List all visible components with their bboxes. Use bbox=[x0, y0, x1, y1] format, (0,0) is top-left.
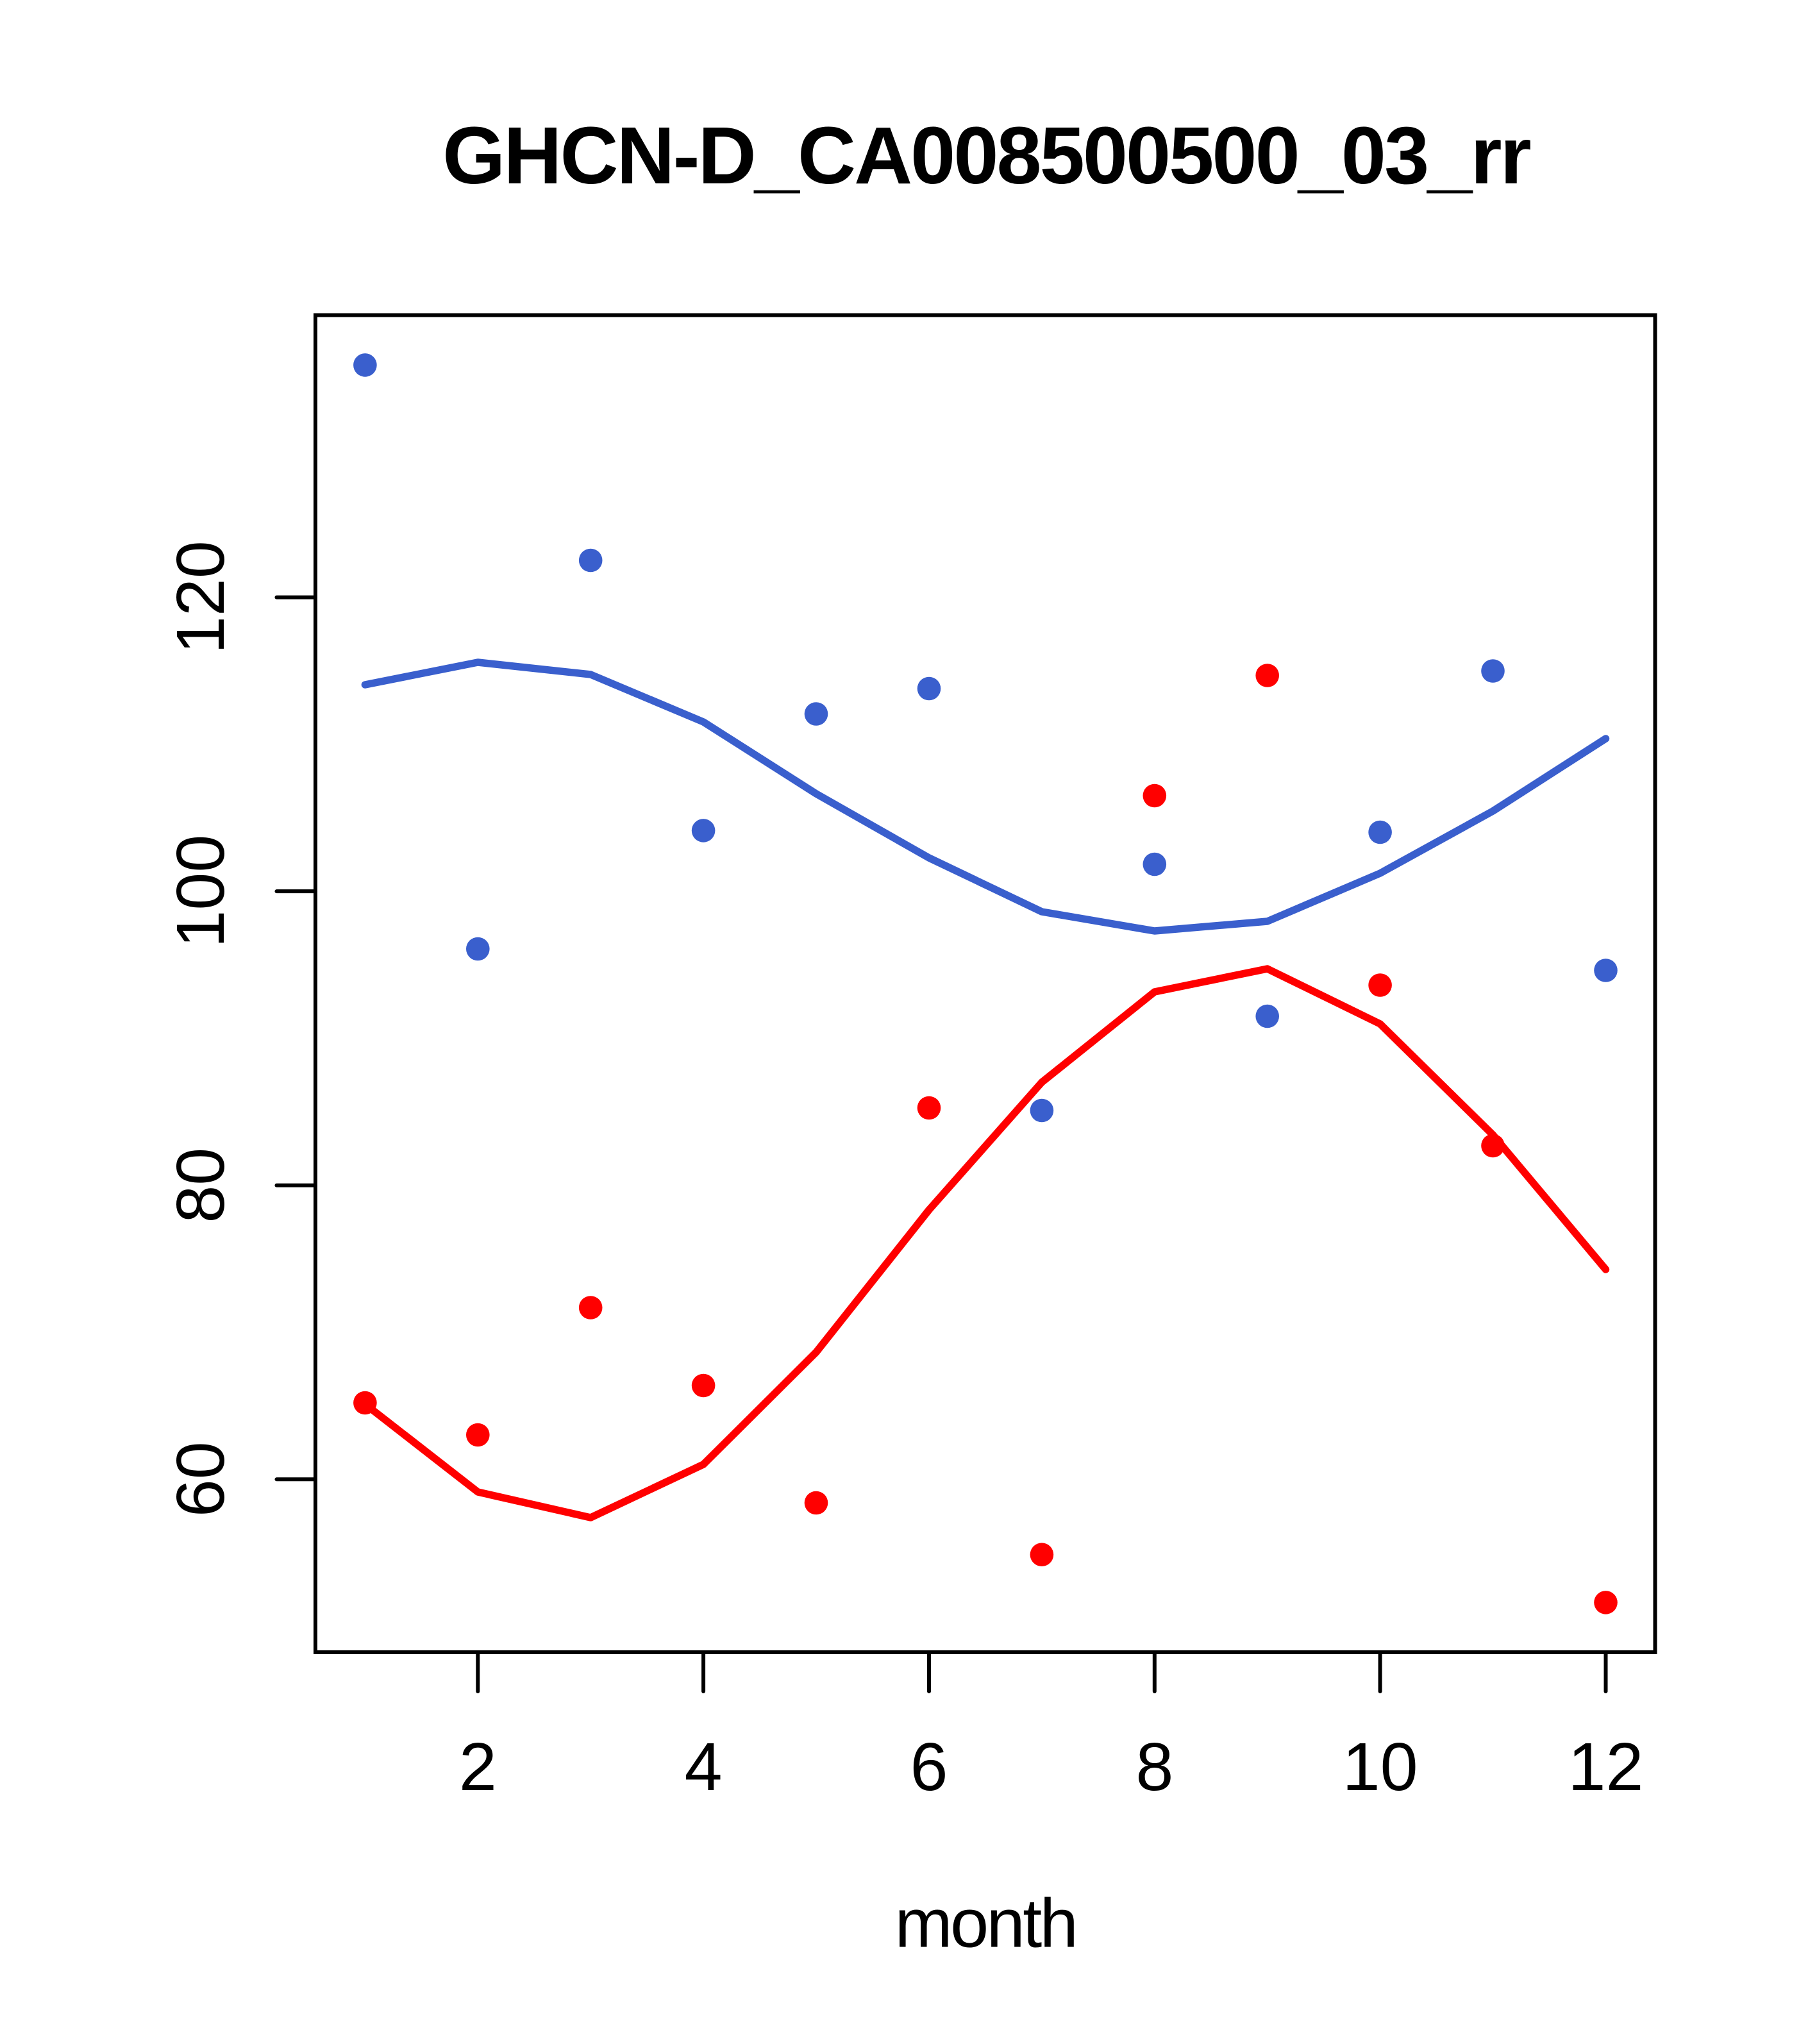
svg-text:2: 2 bbox=[459, 1729, 497, 1805]
svg-text:month: month bbox=[895, 1884, 1076, 1962]
svg-text:10: 10 bbox=[1343, 1729, 1418, 1805]
svg-text:100: 100 bbox=[163, 835, 239, 948]
svg-text:8: 8 bbox=[1135, 1729, 1173, 1805]
svg-text:60: 60 bbox=[163, 1441, 239, 1517]
svg-text:4: 4 bbox=[685, 1729, 723, 1805]
svg-text:120: 120 bbox=[163, 540, 239, 654]
svg-text:6: 6 bbox=[910, 1729, 948, 1805]
svg-text:12: 12 bbox=[1568, 1729, 1644, 1805]
svg-text:GHCN-D_CA008500500_03_rr: GHCN-D_CA008500500_03_rr bbox=[442, 110, 1530, 201]
svg-text:80: 80 bbox=[163, 1148, 239, 1223]
